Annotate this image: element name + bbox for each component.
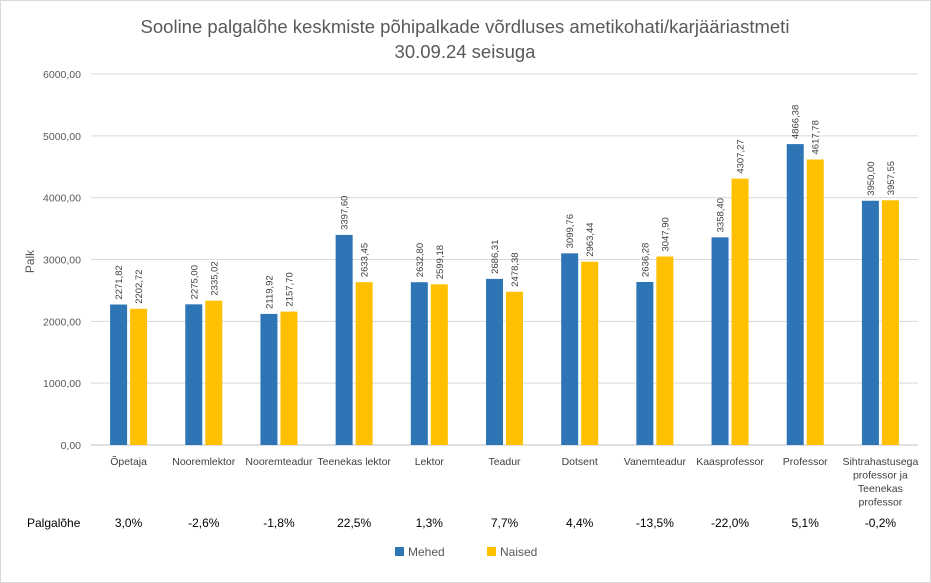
category-label: Vanemteadur (624, 456, 687, 468)
pay-gap-value: -22,0% (711, 516, 749, 530)
category-label: Teenekas (858, 483, 903, 495)
data-label: 2686,31 (490, 240, 501, 274)
chart-title-line-2: 30.09.24 seisuga (395, 41, 537, 62)
bar-naised (731, 178, 749, 445)
bar-mehed (410, 282, 428, 445)
legend-swatch-naised (487, 547, 496, 556)
bar-mehed (636, 281, 654, 445)
pay-gap-value: 1,3% (416, 516, 444, 530)
bar-mehed (711, 237, 729, 445)
bar-mehed (110, 304, 128, 445)
y-tick-label: 4000,00 (43, 193, 81, 205)
pay-gap-value: -2,6% (188, 516, 220, 530)
category-label: Nooremlektor (172, 456, 236, 468)
bar-naised (355, 282, 373, 445)
data-label: 3358,40 (716, 198, 727, 232)
bar-naised (205, 300, 223, 445)
pay-gap-value: 22,5% (337, 516, 371, 530)
y-tick-label: 3000,00 (43, 255, 81, 267)
bar-mehed (185, 304, 203, 445)
data-label: 4866,38 (791, 105, 802, 139)
data-label: 3950,00 (866, 161, 877, 195)
pay-gap-value: 4,4% (566, 516, 594, 530)
pay-gap-value: -13,5% (636, 516, 674, 530)
data-label: 2633,45 (360, 243, 371, 277)
bar-naised (656, 256, 674, 445)
pay-gap-row-label: Palgalõhe (27, 516, 81, 530)
data-label: 2335,02 (209, 261, 220, 295)
category-label: Teenekas lektor (317, 456, 391, 468)
legend-label-naised: Naised (500, 545, 537, 559)
pay-gap-value: -0,2% (865, 516, 897, 530)
bars (110, 144, 899, 556)
bar-mehed (335, 234, 353, 445)
data-label: 3099,76 (565, 214, 576, 248)
legend-label-mehed: Mehed (408, 545, 445, 559)
data-label: 3957,55 (886, 161, 897, 195)
data-label: 2478,38 (510, 252, 521, 286)
data-label: 2157,70 (284, 272, 295, 306)
data-label: 2963,44 (585, 222, 596, 256)
category-label: Nooremteadur (245, 456, 313, 468)
gridlines (91, 73, 918, 446)
data-label: 2202,72 (134, 269, 145, 303)
legend-swatch-mehed (395, 547, 404, 556)
y-tick-label: 2000,00 (43, 316, 81, 328)
category-label: Õpetaja (110, 455, 147, 468)
category-label: Kaasprofessor (696, 456, 764, 468)
bar-naised (130, 308, 148, 445)
y-axis-label: Palk (23, 249, 37, 273)
data-label: 2636,28 (640, 243, 651, 277)
bar-naised (581, 261, 599, 445)
category-label: Professor (783, 456, 828, 468)
y-tick-label: 0,00 (61, 440, 82, 452)
bar-mehed (561, 253, 579, 445)
bar-naised (280, 311, 298, 445)
y-tick-label: 5000,00 (43, 131, 81, 143)
category-label: professor ja (853, 470, 908, 482)
bar-mehed (486, 278, 503, 445)
category-label: Dotsent (562, 456, 598, 468)
pay-gap-value: -1,8% (263, 516, 295, 530)
pay-gap-value: 3,0% (115, 516, 143, 530)
bar-naised (430, 284, 448, 445)
chart-text: Sooline palgalõhe keskmiste põhipalkade … (23, 16, 919, 559)
y-tick-label: 6000,00 (43, 69, 81, 81)
y-tick-label: 1000,00 (43, 378, 81, 390)
pay-gap-value: 7,7% (491, 516, 519, 530)
data-label: 2271,82 (114, 265, 125, 299)
category-label: Lektor (415, 456, 445, 468)
data-label: 2599,18 (435, 245, 446, 279)
data-label: 2632,80 (415, 243, 426, 277)
data-label: 2275,00 (189, 265, 200, 299)
bar-naised (881, 200, 899, 445)
bar-naised (506, 291, 523, 445)
category-label: Sihtrahastusega (842, 456, 918, 468)
bar-naised (806, 159, 824, 445)
bar-mehed (260, 313, 278, 445)
category-label: Teadur (488, 456, 521, 468)
bar-mehed (786, 144, 804, 445)
category-label: professor (859, 497, 903, 509)
data-label: 4307,27 (736, 139, 747, 173)
chart-title-line-1: Sooline palgalõhe keskmiste põhipalkade … (141, 16, 790, 37)
pay-gap-value: 5,1% (792, 516, 820, 530)
data-label: 4617,78 (811, 120, 822, 154)
bar-mehed (861, 200, 879, 445)
data-label: 3047,90 (660, 217, 671, 251)
data-label: 2119,92 (264, 275, 275, 309)
data-label: 3397,60 (340, 196, 351, 230)
